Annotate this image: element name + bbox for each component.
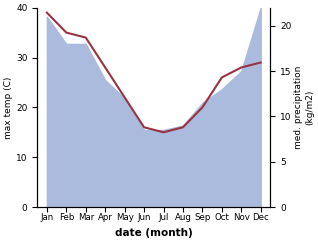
Y-axis label: med. precipitation
(kg/m2): med. precipitation (kg/m2) bbox=[294, 66, 314, 149]
Y-axis label: max temp (C): max temp (C) bbox=[4, 76, 13, 138]
X-axis label: date (month): date (month) bbox=[115, 228, 193, 238]
